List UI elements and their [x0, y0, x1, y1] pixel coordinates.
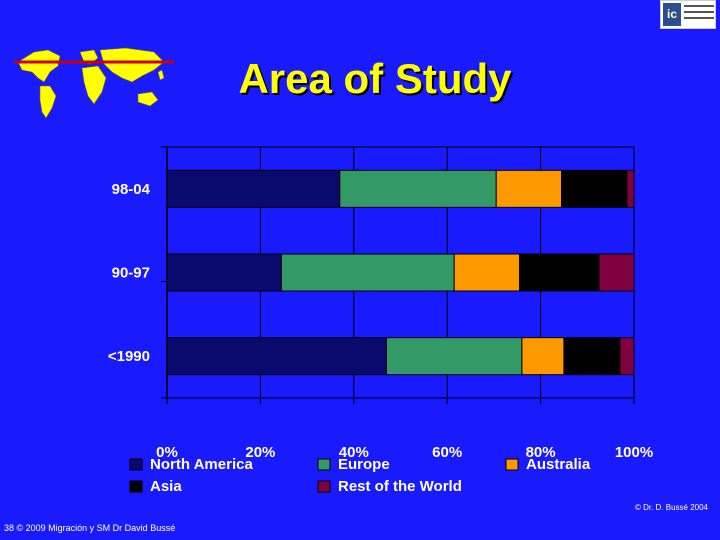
bar-segment: [619, 337, 635, 376]
legend-label: Australia: [526, 456, 591, 473]
bar-segment: [453, 253, 521, 292]
bar-segment: [561, 169, 628, 208]
x-tick-label: 60%: [432, 444, 462, 461]
legend-swatch: [505, 458, 519, 471]
bar-segment: [626, 169, 635, 208]
logo-text-lines: [684, 5, 714, 23]
y-category-label: 90-97: [112, 265, 150, 282]
bar-segment: [563, 337, 621, 376]
x-tick-label: 0%: [156, 444, 178, 461]
university-logo-icon: ic: [660, 0, 716, 29]
y-category-label: 98-04: [112, 181, 151, 198]
legend-swatch: [129, 480, 143, 493]
x-tick-label: 80%: [526, 444, 556, 461]
bar-segment: [166, 253, 282, 292]
x-tick-label: 100%: [615, 444, 653, 461]
logo-mark: ic: [663, 3, 681, 26]
bar-segment: [280, 253, 455, 292]
world-map-icon: [14, 47, 174, 119]
bar-segment: [519, 253, 600, 292]
x-tick-label: 20%: [245, 444, 275, 461]
bar-segment: [495, 169, 563, 208]
bar-segment: [339, 169, 497, 208]
bar-segment: [521, 337, 565, 376]
bar-segment: [166, 169, 341, 208]
legend-label: Europe: [338, 456, 390, 473]
legend-swatch: [317, 458, 331, 471]
x-tick-label: 40%: [339, 444, 369, 461]
bar-segment: [598, 253, 635, 292]
legend-swatch: [317, 480, 331, 493]
bar-segment: [385, 337, 523, 376]
legend-label: North America: [150, 456, 253, 473]
y-category-label: <1990: [108, 348, 150, 365]
slide-footer: 38 © 2009 Migración y SM Dr David Bussé: [4, 523, 176, 533]
legend-label: Rest of the World: [338, 478, 462, 495]
slide-title: Area of Study: [238, 55, 512, 102]
legend-label: Asia: [150, 478, 182, 495]
bar-segment: [166, 337, 387, 376]
legend-swatch: [129, 458, 143, 471]
copyright-note: © Dr. D. Bussé 2004: [634, 503, 708, 512]
